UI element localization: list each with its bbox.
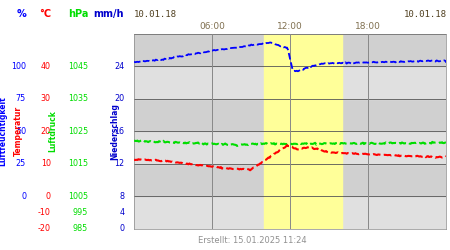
Text: 0: 0 [119,224,124,233]
Text: 20: 20 [40,127,51,136]
Text: 1035: 1035 [68,94,88,103]
Text: 10: 10 [41,159,51,168]
Text: -10: -10 [38,208,51,217]
Text: 40: 40 [41,62,51,71]
Text: 20: 20 [114,94,124,103]
Text: 0: 0 [46,192,51,201]
Text: 1015: 1015 [68,159,88,168]
Text: 10.01.18: 10.01.18 [403,10,446,19]
Text: 8: 8 [119,192,124,201]
Text: 25: 25 [16,159,26,168]
Text: 1045: 1045 [68,62,88,71]
Bar [134,196,446,229]
Text: 1025: 1025 [68,127,88,136]
Text: 0: 0 [21,192,26,201]
Text: °C: °C [39,9,51,19]
Text: 100: 100 [11,62,26,71]
Bar [134,66,446,99]
Text: Erstellt: 15.01.2025 11:24: Erstellt: 15.01.2025 11:24 [198,236,307,245]
Text: %: % [16,9,26,19]
Text: Temperatur: Temperatur [14,106,22,156]
Bar [134,34,446,66]
Text: Luftdruck: Luftdruck [49,110,58,152]
Text: -20: -20 [38,224,51,233]
Text: 985: 985 [73,224,88,233]
Bar [134,131,446,164]
Text: 12: 12 [114,159,124,168]
Text: 4: 4 [119,208,124,217]
Text: Niederschlag: Niederschlag [111,103,120,160]
Bar [264,34,342,229]
Bar [134,99,446,131]
Text: Luftfeuchtigkeit: Luftfeuchtigkeit [0,96,7,166]
Text: 1005: 1005 [68,192,88,201]
Text: 16: 16 [114,127,124,136]
Bar [134,164,446,196]
Text: mm/h: mm/h [94,9,124,19]
Text: 30: 30 [41,94,51,103]
Text: 995: 995 [73,208,88,217]
Text: 75: 75 [16,94,26,103]
Text: hPa: hPa [68,9,88,19]
Text: 10.01.18: 10.01.18 [134,10,177,19]
Text: 50: 50 [16,127,26,136]
Text: 24: 24 [114,62,124,71]
